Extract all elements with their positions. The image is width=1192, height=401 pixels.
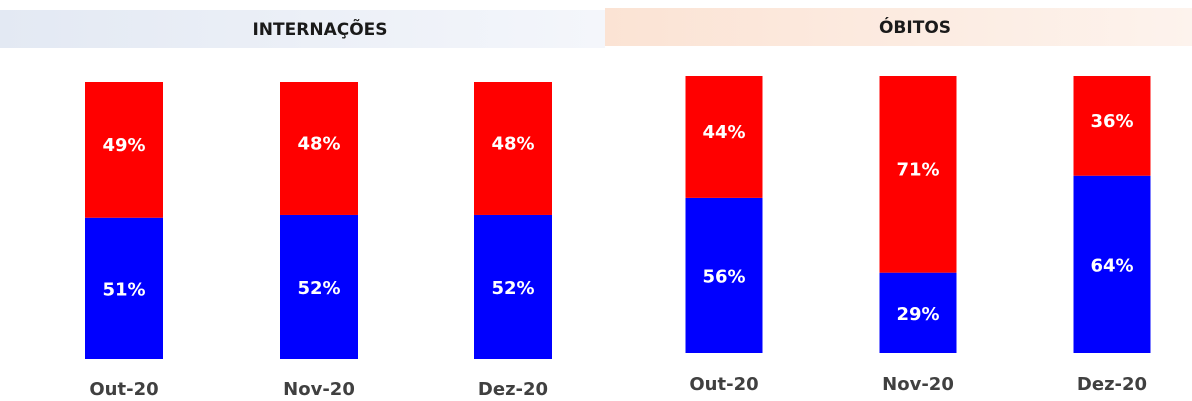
x-tick-label: Dez-20 <box>1077 374 1147 395</box>
data-label: 71% <box>896 159 939 180</box>
bar-segment <box>85 82 163 218</box>
data-label: 48% <box>297 133 340 154</box>
data-label: 52% <box>491 278 534 299</box>
data-label: 44% <box>702 122 745 143</box>
title-band <box>0 10 605 48</box>
data-label: 64% <box>1090 255 1133 276</box>
bar-segment <box>879 272 957 353</box>
x-tick-label: Out-20 <box>689 374 758 395</box>
data-label: 48% <box>491 133 534 154</box>
data-label: 49% <box>102 135 145 156</box>
bar-segment <box>879 76 957 273</box>
x-tick-label: Nov-20 <box>882 374 954 395</box>
x-tick-label: Nov-20 <box>283 379 355 400</box>
data-label: 36% <box>1090 111 1133 132</box>
x-tick-label: Dez-20 <box>478 379 548 400</box>
data-label: 56% <box>702 266 745 287</box>
data-label: 51% <box>102 279 145 300</box>
bar-segment <box>685 197 763 353</box>
bar-segment <box>474 214 552 359</box>
bar-segment <box>280 214 358 359</box>
chart-title: ÓBITOS <box>879 16 951 38</box>
bar-segment <box>1073 175 1151 353</box>
bar-segment <box>280 82 358 215</box>
bar-segment <box>1073 76 1151 176</box>
data-label: 29% <box>896 304 939 325</box>
title-band <box>605 8 1192 46</box>
bar-segment <box>85 217 163 359</box>
chart-title: INTERNAÇÕES <box>252 17 387 40</box>
bar-segment <box>474 82 552 215</box>
bar-segment <box>685 76 763 198</box>
data-label: 52% <box>297 278 340 299</box>
x-tick-label: Out-20 <box>89 379 158 400</box>
